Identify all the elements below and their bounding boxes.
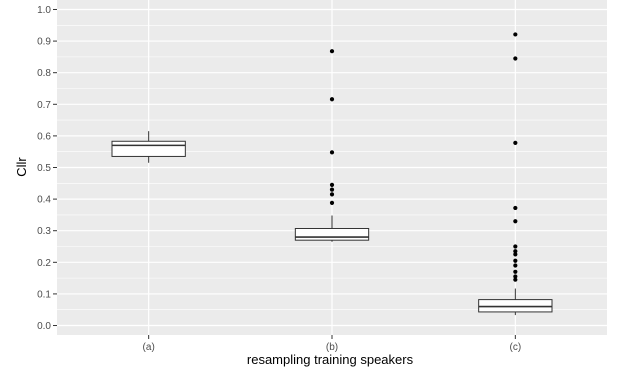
outlier-point [513, 258, 518, 263]
outlier-point [329, 97, 335, 102]
box-group [111, 131, 186, 163]
outlier-point [513, 277, 518, 282]
x-tick-label: (b) [326, 342, 338, 353]
y-tick-label: 0.1 [37, 289, 51, 300]
outlier-point [513, 274, 518, 279]
outlier-point [329, 187, 335, 192]
outlier-point [513, 244, 518, 249]
y-axis: 0.0 0.1 0.2 0.3 0.4 0.5 0.6 0.7 0.8 0.9 1.0 [37, 5, 57, 332]
y-tick-label: 0.6 [37, 131, 51, 142]
outlier-point [329, 49, 335, 54]
outlier-point [513, 249, 518, 254]
outlier-point [513, 219, 518, 224]
x-axis: (a) (b) (c) [143, 335, 521, 353]
outlier-point [329, 150, 335, 155]
gridlines [57, 0, 607, 335]
y-tick-label: 0.9 [37, 37, 51, 48]
outlier-point [329, 200, 335, 205]
x-axis-title: resampling training speakers [247, 352, 414, 367]
y-tick-label: 0.3 [37, 226, 51, 237]
y-tick-label: 0.4 [37, 195, 51, 206]
outlier-point [513, 252, 518, 257]
outlier-point [329, 182, 335, 187]
y-tick-label: 0.0 [37, 321, 51, 332]
y-tick-label: 0.2 [37, 258, 51, 269]
outlier-point [513, 205, 518, 211]
outlier-point [513, 56, 518, 61]
outlier-point [513, 269, 518, 274]
y-axis-title: Cllr [14, 157, 29, 177]
x-tick-label: (c) [509, 342, 521, 353]
box-group [294, 49, 370, 242]
outlier-point [329, 192, 335, 197]
outlier-point [513, 140, 518, 145]
box [111, 140, 186, 157]
box-group [478, 32, 553, 316]
box [294, 227, 370, 241]
y-tick-label: 0.7 [37, 100, 51, 111]
y-tick-label: 1.0 [37, 5, 51, 16]
y-tick-label: 0.5 [37, 163, 51, 174]
outlier-point [513, 263, 518, 268]
outlier-point [513, 32, 518, 37]
x-tick-label: (a) [143, 342, 155, 353]
y-tick-label: 0.8 [37, 68, 51, 79]
boxes [111, 32, 553, 316]
